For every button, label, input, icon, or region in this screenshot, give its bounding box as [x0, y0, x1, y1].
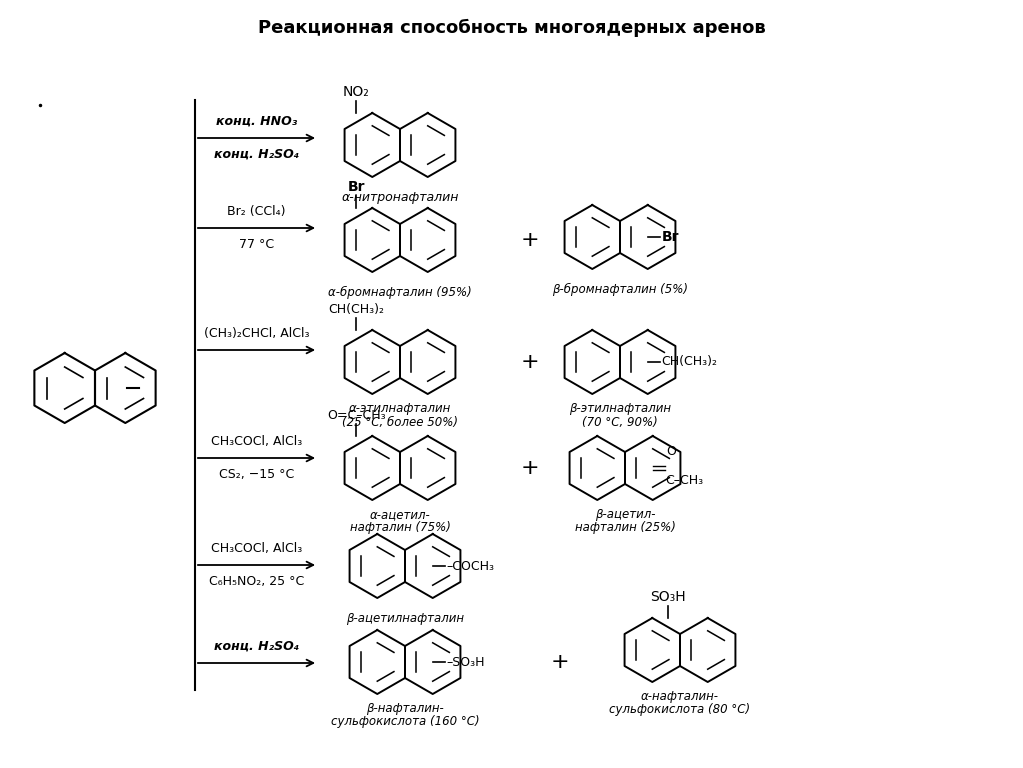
Text: α-ацетил-: α-ацетил-: [369, 508, 431, 521]
Text: CH(CH₃)₂: CH(CH₃)₂: [328, 303, 385, 316]
Text: α-этилнафталин: α-этилнафталин: [349, 402, 451, 415]
Text: α-нитронафталин: α-нитронафталин: [342, 191, 458, 204]
Text: NO₂: NO₂: [343, 85, 369, 99]
Text: –SO₃H: –SO₃H: [447, 656, 485, 668]
Text: –COCH₃: –COCH₃: [447, 560, 495, 572]
Text: +: +: [521, 458, 539, 478]
Text: сульфокислота (160 °C): сульфокислота (160 °C): [330, 715, 480, 728]
Text: конц. HNO₃: конц. HNO₃: [216, 115, 297, 128]
Text: (70 °C, 90%): (70 °C, 90%): [582, 416, 658, 429]
Text: (25 °C, более 50%): (25 °C, более 50%): [342, 416, 458, 429]
Text: нафталин (75%): нафталин (75%): [350, 521, 450, 534]
Text: сульфокислота (80 °C): сульфокислота (80 °C): [610, 703, 751, 716]
Text: β-ацетил-: β-ацетил-: [594, 508, 656, 521]
Text: Br₂ (CCl₄): Br₂ (CCl₄): [227, 205, 285, 218]
Text: CH₃COCl, AlCl₃: CH₃COCl, AlCl₃: [211, 435, 302, 448]
Text: C₆H₅NO₂, 25 °C: C₆H₅NO₂, 25 °C: [209, 575, 304, 588]
Text: α-бромнафталин (95%): α-бромнафталин (95%): [328, 286, 472, 299]
Text: SO₃H: SO₃H: [651, 590, 686, 604]
Text: β-бромнафталин (5%): β-бромнафталин (5%): [552, 283, 688, 296]
Text: Br: Br: [662, 230, 679, 244]
Text: Br: Br: [348, 180, 365, 194]
Text: β-этилнафталин: β-этилнафталин: [569, 402, 671, 415]
Text: Реакционная способность многоядерных аренов: Реакционная способность многоядерных аре…: [258, 19, 765, 37]
Text: CH(CH₃)₂: CH(CH₃)₂: [662, 356, 718, 369]
Text: β-нафталин-: β-нафталин-: [366, 702, 444, 715]
Text: β-ацетилнафталин: β-ацетилнафталин: [346, 612, 464, 625]
Text: (CH₃)₂CHCl, AlCl₃: (CH₃)₂CHCl, AlCl₃: [204, 327, 309, 340]
Text: +: +: [550, 652, 570, 672]
Text: +: +: [521, 230, 539, 250]
Text: конц. H₂SO₄: конц. H₂SO₄: [214, 148, 299, 161]
Text: O=C–CH₃: O=C–CH₃: [327, 409, 386, 422]
Text: +: +: [521, 352, 539, 372]
Text: C–CH₃: C–CH₃: [666, 474, 704, 487]
Text: O: O: [667, 445, 676, 458]
Text: нафталин (25%): нафталин (25%): [575, 521, 675, 534]
Text: CS₂, −15 °C: CS₂, −15 °C: [219, 468, 295, 481]
Text: конц. H₂SO₄: конц. H₂SO₄: [214, 640, 299, 653]
Text: CH₃COCl, AlCl₃: CH₃COCl, AlCl₃: [211, 542, 302, 555]
Text: 77 °C: 77 °C: [239, 238, 274, 251]
Text: α-нафталин-: α-нафталин-: [641, 690, 719, 703]
